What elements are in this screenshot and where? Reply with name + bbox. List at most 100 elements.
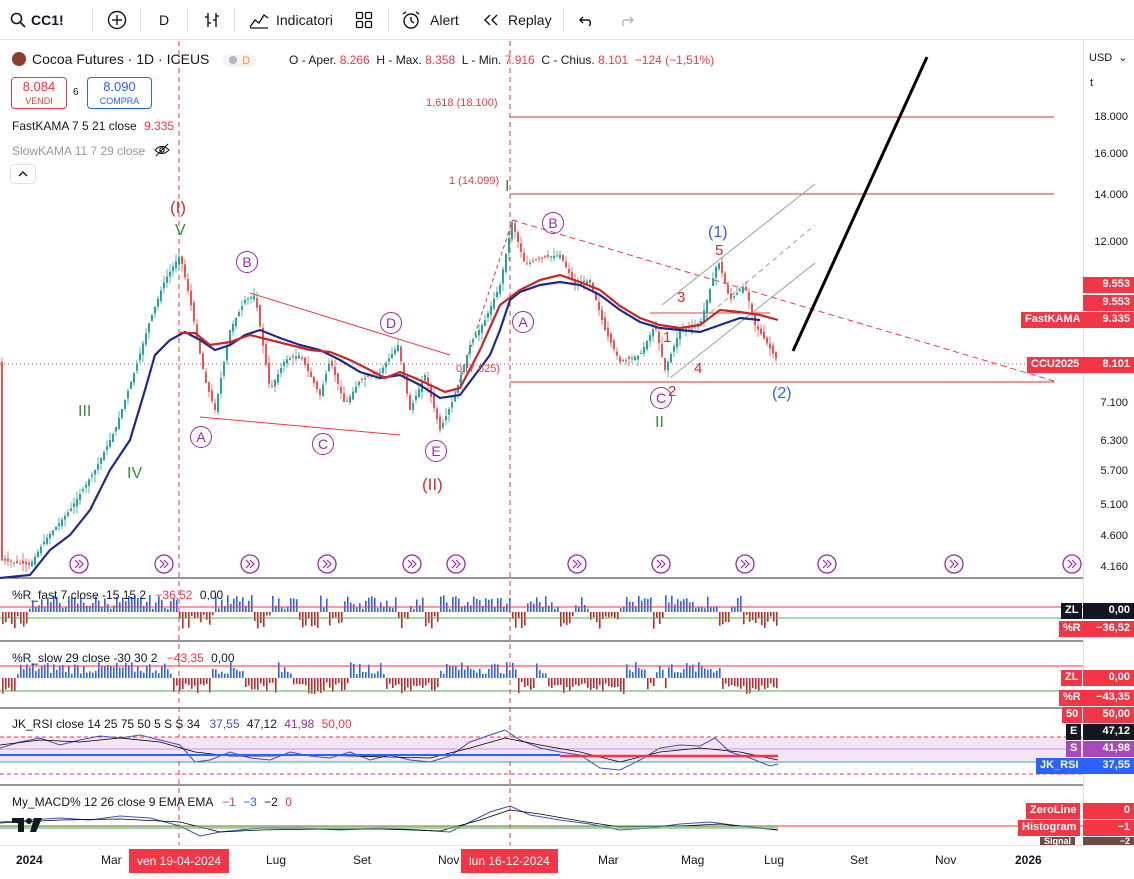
- r-fast-bar: [524, 612, 526, 626]
- r-slow-bar: [497, 664, 499, 678]
- sell-button[interactable]: 8.084 VENDI: [11, 77, 67, 109]
- wave-label: 3: [677, 289, 686, 306]
- r-slow-bar: [278, 662, 280, 678]
- double-arrow-circle-icon[interactable]: [240, 554, 260, 574]
- r-fast-bar: [164, 607, 166, 612]
- candle-body: [283, 362, 285, 366]
- double-arrow-circle-icon[interactable]: [69, 554, 89, 574]
- candle-body: [304, 357, 306, 365]
- double-arrow-circle-icon[interactable]: [317, 554, 337, 574]
- r-slow-bar: [224, 673, 226, 678]
- scale-mode[interactable]: t: [1090, 77, 1094, 89]
- r-fast-bar: [104, 598, 106, 612]
- double-arrow-circle-icon[interactable]: [154, 554, 174, 574]
- r-fast-bar: [440, 596, 442, 612]
- candle-body: [685, 328, 687, 330]
- jk-rsi-legend[interactable]: JK_RSI close 14 25 75 50 5 S S 34 37,55 …: [12, 717, 352, 731]
- r-fast-bar: [401, 612, 403, 629]
- candle-body: [238, 312, 240, 317]
- candle-body: [322, 384, 324, 396]
- candle-body: [172, 266, 174, 272]
- r-fast-bar: [167, 608, 169, 612]
- chart-canvas[interactable]: [0, 41, 1083, 845]
- candle-body: [19, 563, 21, 565]
- candle-body: [223, 362, 225, 376]
- r-slow-bar: [155, 670, 157, 678]
- chart-type-button[interactable]: [203, 0, 221, 40]
- price-axis[interactable]: USD ⌄ t: [1083, 41, 1134, 840]
- r-fast-bar: [176, 600, 178, 612]
- candle-body: [604, 317, 606, 330]
- candle-body: [154, 306, 156, 314]
- interval-button[interactable]: D: [159, 0, 169, 40]
- r-slow-bar: [41, 666, 43, 678]
- r-slow-bar: [275, 678, 277, 693]
- r-fast-bar: [575, 605, 577, 612]
- r-slow-bar: [743, 678, 745, 686]
- redo-icon: [622, 16, 634, 27]
- double-arrow-circle-icon[interactable]: [402, 554, 422, 574]
- fastkama-legend[interactable]: FastKAMA 7 5 21 close 9.335: [12, 119, 175, 133]
- r-slow-bar: [677, 672, 679, 678]
- candle-body: [448, 409, 450, 415]
- r-slow-bar: [494, 663, 496, 678]
- symbol-search-button[interactable]: CC1!: [10, 0, 64, 40]
- r-slow-bar: [599, 678, 601, 685]
- symbol-legend[interactable]: Cocoa Futures · 1D · ICEUS D: [12, 51, 257, 67]
- double-arrow-circle-icon[interactable]: [735, 554, 755, 574]
- r-slow-bar: [377, 671, 379, 678]
- candle-body: [439, 416, 441, 430]
- event-markers[interactable]: [69, 554, 1082, 574]
- time-axis[interactable]: 2024 Mar ven 19-04-2024 Lug Set Nov lun …: [0, 845, 1134, 879]
- pane-tag-value: −2: [1083, 837, 1134, 845]
- indicators-button[interactable]: Indicatori: [249, 0, 333, 40]
- r-slow-bar: [167, 668, 169, 678]
- r-slow-bar: [641, 669, 643, 678]
- candle-body: [190, 290, 192, 306]
- candle-body: [763, 331, 765, 339]
- chevron-down-icon: ⌄: [1118, 52, 1128, 64]
- r-fast-bar: [644, 598, 646, 612]
- r-fast-bar: [68, 596, 70, 612]
- r-slow-bar: [95, 670, 97, 678]
- slowkama-legend[interactable]: SlowKAMA 11 7 29 close: [12, 143, 170, 158]
- candle-body: [37, 551, 39, 557]
- undo-button[interactable]: [578, 0, 596, 40]
- wave-label-circled: B: [236, 251, 258, 273]
- candle-body: [700, 321, 702, 324]
- double-arrow-circle-icon[interactable]: [1062, 554, 1082, 574]
- r-slow-bar: [191, 678, 193, 689]
- double-arrow-circle-icon[interactable]: [567, 554, 587, 574]
- r-slow-bar: [380, 663, 382, 678]
- double-arrow-circle-icon[interactable]: [651, 554, 671, 574]
- pane-tag: %R: [1059, 690, 1085, 706]
- macd-legend[interactable]: My_MACD% 12 26 close 9 EMA EMA −1 −3 −2 …: [12, 795, 292, 809]
- r-slow-bar: [197, 678, 199, 693]
- r-fast-bar: [617, 612, 619, 620]
- buy-button[interactable]: 8.090 COMPRA: [87, 77, 152, 109]
- compare-add-button[interactable]: [107, 0, 127, 40]
- currency-selector[interactable]: USD ⌄: [1089, 52, 1128, 64]
- double-arrow-circle-icon[interactable]: [446, 554, 466, 574]
- r-fast-bar: [599, 612, 601, 629]
- r-slow-bar: [164, 663, 166, 678]
- candle-body: [22, 560, 24, 564]
- alert-button[interactable]: Alert: [401, 0, 459, 40]
- r-fast-bar: [623, 606, 625, 612]
- layouts-button[interactable]: [355, 0, 373, 40]
- r-fast-bar: [224, 606, 226, 612]
- r-slow-bar: [251, 678, 253, 690]
- double-arrow-circle-icon[interactable]: [944, 554, 964, 574]
- candle-body: [331, 361, 333, 366]
- r-fast-legend[interactable]: %R_fast 7 close -15 15 2 −36,52 0,00: [12, 588, 224, 602]
- double-arrow-circle-icon[interactable]: [817, 554, 837, 574]
- candle-body: [622, 359, 624, 361]
- r-fast-bar: [332, 612, 334, 619]
- r-slow-legend[interactable]: %R_slow 29 close -30 30 2 −43,35 0,00: [12, 651, 235, 665]
- redo-button[interactable]: [617, 0, 635, 40]
- collapse-legend-button[interactable]: [10, 164, 36, 184]
- candle-body: [217, 394, 219, 412]
- eye-hidden-icon[interactable]: [153, 143, 170, 157]
- replay-button[interactable]: Replay: [482, 0, 552, 40]
- r-slow-bar: [686, 663, 688, 678]
